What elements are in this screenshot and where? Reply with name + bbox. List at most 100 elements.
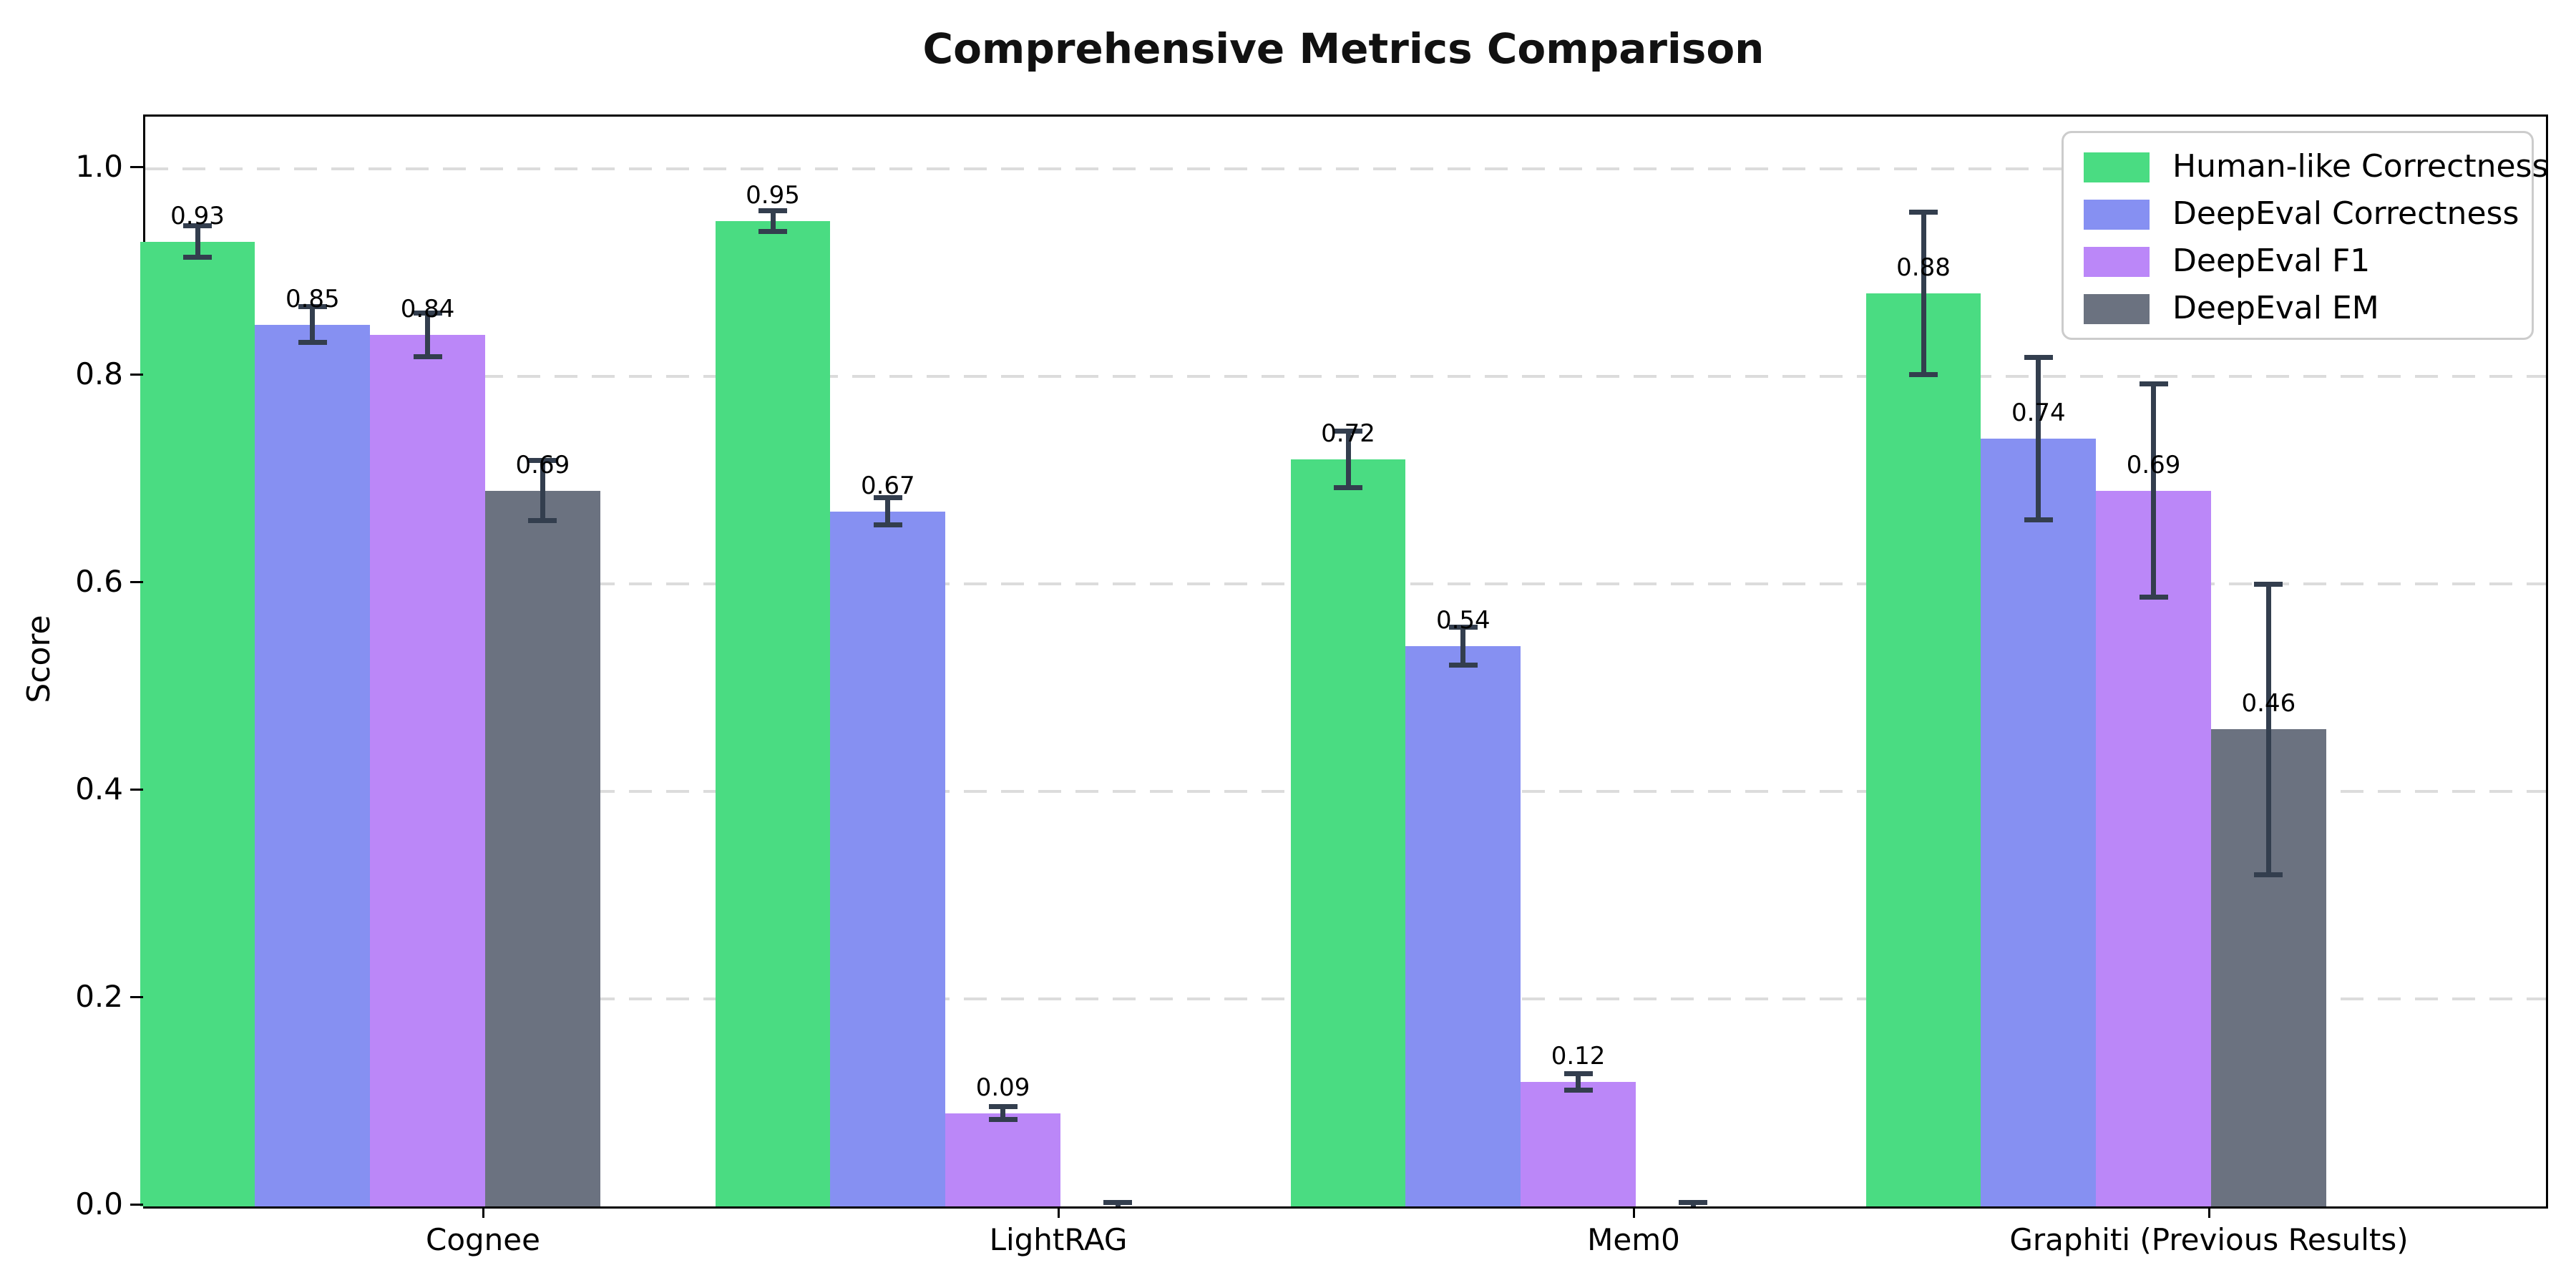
error-bar-cap bbox=[988, 1116, 1018, 1122]
error-bar-cap bbox=[1448, 662, 1478, 668]
bar-deepeval-em-cognee bbox=[485, 490, 600, 1206]
bar-deepeval-correctness-lightrag bbox=[830, 511, 946, 1206]
y-tick-mark bbox=[130, 373, 143, 376]
error-bar-cap bbox=[2024, 355, 2053, 361]
legend-label: DeepEval Correctness bbox=[2172, 195, 2519, 232]
bar-human-like-correctness-graphiti-previous-results- bbox=[1865, 293, 1981, 1206]
error-bar bbox=[2036, 357, 2041, 520]
error-bar-cap bbox=[988, 1104, 1018, 1110]
error-bar bbox=[1345, 431, 1351, 488]
error-bar-cap bbox=[1563, 1088, 1593, 1093]
error-bar bbox=[310, 306, 316, 343]
bar-deepeval-f1-mem0 bbox=[1521, 1082, 1636, 1206]
bar-deepeval-f1-lightrag bbox=[945, 1113, 1060, 1206]
legend-label: DeepEval F1 bbox=[2172, 243, 2371, 279]
x-tick-label-lightrag: LightRAG bbox=[989, 1222, 1128, 1257]
bar-value-label: 0.74 bbox=[2011, 399, 2066, 427]
y-tick-label: 0.8 bbox=[75, 356, 123, 391]
error-bar bbox=[1576, 1073, 1581, 1091]
error-bar-cap bbox=[528, 518, 557, 524]
y-tick-label: 0.0 bbox=[75, 1186, 123, 1221]
error-bar-cap bbox=[1103, 1199, 1133, 1205]
x-tick-mark bbox=[1632, 1206, 1635, 1218]
bar-deepeval-f1-graphiti-previous-results- bbox=[2096, 490, 2211, 1206]
bar-value-label: 0.85 bbox=[285, 284, 340, 313]
y-tick-label: 0.6 bbox=[75, 564, 123, 599]
error-bar-cap bbox=[2254, 872, 2283, 877]
legend-label: Human-like Correctness bbox=[2172, 148, 2549, 185]
error-bar bbox=[540, 460, 545, 521]
gridline bbox=[145, 375, 2546, 378]
error-bar-cap bbox=[528, 457, 557, 463]
x-tick-mark bbox=[1057, 1206, 1060, 1218]
legend-item-deepeval-em: DeepEval EM bbox=[2064, 285, 2532, 332]
bar-value-label: 0.69 bbox=[2126, 450, 2181, 479]
error-bar-cap bbox=[2024, 517, 2053, 522]
error-bar-cap bbox=[2254, 581, 2283, 587]
bar-value-label: 0.46 bbox=[2241, 689, 2296, 718]
bar-value-label: 0.69 bbox=[515, 450, 570, 479]
legend-item-deepeval-correctness: DeepEval Correctness bbox=[2064, 190, 2532, 238]
x-tick-label-cognee: Cognee bbox=[426, 1222, 540, 1257]
error-bar-cap bbox=[2139, 595, 2168, 600]
error-bar bbox=[1460, 627, 1466, 665]
bar-value-label: 0.88 bbox=[1896, 253, 1951, 282]
bar-value-label: 0.95 bbox=[746, 180, 800, 210]
legend-swatch-icon bbox=[2084, 294, 2150, 324]
error-bar-cap bbox=[1679, 1199, 1708, 1205]
error-bar-cap bbox=[183, 223, 212, 229]
legend-label: DeepEval EM bbox=[2172, 290, 2379, 326]
bar-value-label: 0.93 bbox=[170, 201, 225, 230]
y-tick-label: 1.0 bbox=[75, 149, 123, 184]
y-tick-mark bbox=[130, 788, 143, 791]
legend-item-deepeval-f1: DeepEval F1 bbox=[2064, 238, 2532, 285]
error-bar bbox=[425, 313, 431, 357]
plot-area: 0.93 0.85 0.84 0.69 0.95 0.67 0.09 0.72 0.54 0.12… bbox=[140, 114, 2548, 1209]
x-tick-mark bbox=[2207, 1206, 2210, 1218]
error-bar-cap bbox=[298, 339, 327, 345]
x-tick-mark bbox=[482, 1206, 484, 1218]
bar-human-like-correctness-mem0 bbox=[1290, 459, 1406, 1206]
y-tick-mark bbox=[130, 1203, 143, 1206]
bar-value-label: 0.72 bbox=[1321, 419, 1375, 448]
error-bar bbox=[885, 497, 891, 525]
error-bar bbox=[195, 225, 200, 258]
gridline bbox=[145, 167, 2546, 170]
error-bar-cap bbox=[758, 208, 787, 213]
bar-human-like-correctness-cognee bbox=[140, 241, 255, 1206]
error-bar-cap bbox=[298, 304, 327, 310]
legend: Human-like Correctness DeepEval Correctne… bbox=[2062, 131, 2548, 340]
bar-deepeval-f1-cognee bbox=[370, 335, 485, 1206]
legend-item-human-like-correctness: Human-like Correctness bbox=[2064, 143, 2548, 190]
bar-value-label: 0.09 bbox=[975, 1073, 1030, 1102]
error-bar-cap bbox=[873, 522, 902, 527]
y-tick-mark bbox=[130, 165, 143, 168]
y-tick-label: 0.4 bbox=[75, 771, 123, 806]
bar-value-label: 0.12 bbox=[1551, 1042, 1606, 1070]
error-bar bbox=[2151, 384, 2157, 597]
error-bar-cap bbox=[2139, 381, 2168, 386]
bar-deepeval-correctness-cognee bbox=[255, 324, 371, 1206]
bar-value-label: 0.54 bbox=[1435, 606, 1491, 635]
error-bar bbox=[1000, 1106, 1006, 1120]
chart-title: Comprehensive Metrics Comparison bbox=[922, 24, 1765, 73]
error-bar-cap bbox=[413, 353, 442, 359]
legend-swatch-icon bbox=[2084, 247, 2150, 277]
bar-value-label: 0.84 bbox=[400, 295, 455, 323]
error-bar-cap bbox=[1334, 484, 1362, 490]
error-bar-cap bbox=[1334, 429, 1362, 434]
error-bar-cap bbox=[1563, 1070, 1593, 1076]
error-bar-cap bbox=[873, 495, 902, 501]
legend-swatch-icon bbox=[2084, 152, 2150, 182]
error-bar-cap bbox=[1448, 625, 1478, 630]
y-tick-label: 0.2 bbox=[75, 979, 123, 1014]
error-bar-cap bbox=[1909, 371, 1938, 377]
y-tick-mark bbox=[130, 580, 143, 583]
legend-swatch-icon bbox=[2084, 200, 2150, 230]
bar-deepeval-correctness-graphiti-previous-results- bbox=[1981, 439, 2097, 1206]
x-tick-label-mem0: Mem0 bbox=[1587, 1222, 1680, 1257]
error-bar-cap bbox=[1909, 210, 1938, 215]
x-tick-label-graphiti-previous-results-: Graphiti (Previous Results) bbox=[2009, 1222, 2409, 1257]
bar-human-like-correctness-lightrag bbox=[715, 220, 831, 1206]
